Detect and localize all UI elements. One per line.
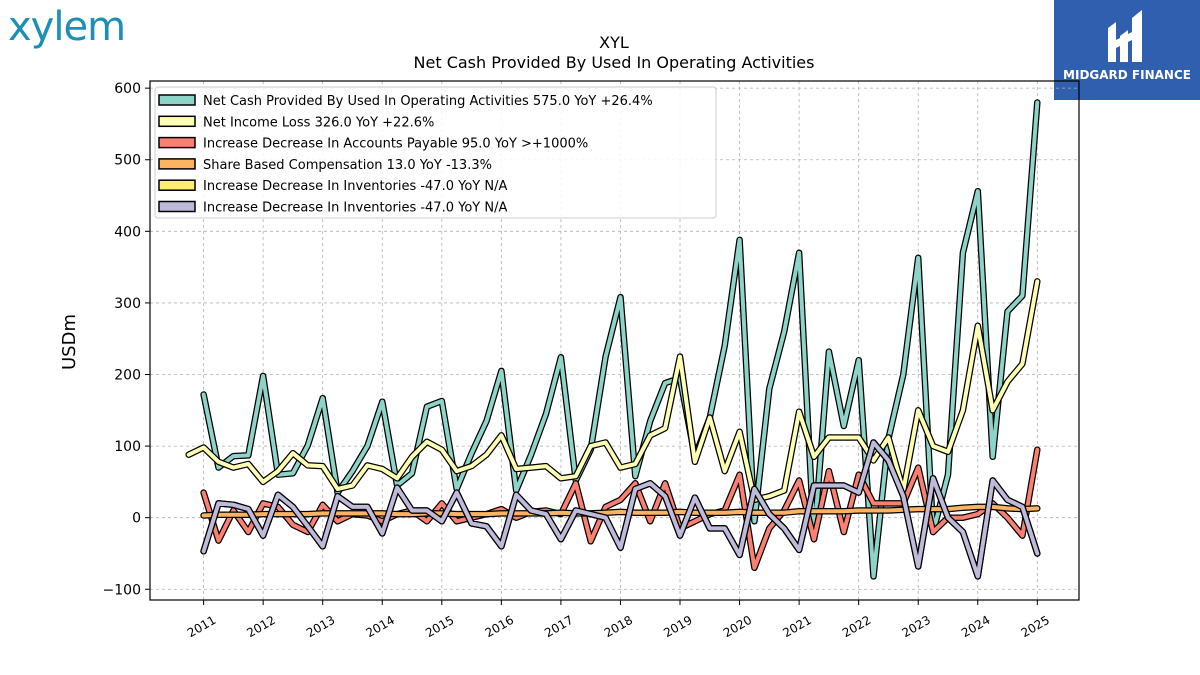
legend-box	[154, 86, 717, 219]
x-tick-label: 2025	[1019, 613, 1052, 640]
legend-entry: Net Cash Provided By Used In Operating A…	[203, 94, 653, 109]
legend: Net Cash Provided By Used In Operating A…	[154, 86, 717, 219]
y-tick-label: 400	[114, 224, 141, 240]
y-tick-label: 200	[114, 368, 141, 384]
company-logo: xylem	[8, 4, 126, 50]
x-tick-label: 2024	[959, 613, 992, 640]
legend-swatch	[158, 136, 196, 149]
legend-swatch	[158, 115, 196, 128]
legend-swatch	[158, 94, 196, 106]
plot-frame	[149, 80, 1080, 601]
x-tick-label: 2011	[185, 613, 218, 640]
series-line-1	[186, 279, 1040, 502]
y-tick-label: 600	[114, 81, 141, 97]
x-tick-label: 2018	[602, 613, 635, 640]
legend-entry: Increase Decrease In Inventories -47.0 Y…	[203, 179, 507, 194]
y-axis-label: USDm	[59, 314, 80, 370]
y-tick-label: −100	[103, 582, 141, 598]
x-tick-label: 2021	[780, 613, 813, 640]
y-tick-label: 300	[114, 296, 141, 312]
series-line-5	[201, 440, 1040, 579]
legend-entry: Increase Decrease In Accounts Payable 95…	[203, 137, 588, 152]
x-tick-label: 2020	[721, 613, 754, 640]
legend-entry: Share Based Compensation 13.0 YoY -13.3%	[203, 158, 492, 173]
chart-title: XYL	[599, 33, 629, 52]
x-tick-label: 2014	[364, 613, 397, 640]
brand-logo-icon	[1108, 10, 1142, 62]
x-tick-label: 2023	[899, 613, 932, 640]
legend-swatch	[158, 200, 196, 213]
chart-subtitle: Net Cash Provided By Used In Operating A…	[414, 53, 815, 72]
x-tick-label: 2013	[304, 613, 337, 640]
x-tick-label: 2022	[840, 613, 873, 640]
x-tick-label: 2019	[661, 613, 694, 640]
y-tick-label: 100	[114, 439, 141, 455]
brand-name: MIDGARD FINANCE	[1063, 68, 1191, 82]
series-line-2	[201, 447, 1040, 570]
legend-swatch	[158, 179, 196, 191]
y-tick-label: 500	[114, 153, 141, 169]
legend-swatch	[158, 158, 196, 170]
brand-badge: MIDGARD FINANCE	[1054, 0, 1200, 100]
y-tick-label: 0	[132, 511, 141, 527]
x-tick-label: 2017	[542, 613, 575, 640]
x-tick-label: 2015	[423, 613, 456, 640]
legend-entry: Net Income Loss 326.0 YoY +22.6%	[203, 115, 434, 130]
series-line-3	[201, 504, 1040, 518]
x-tick-label: 2016	[483, 613, 516, 640]
x-tick-label: 2012	[244, 613, 277, 640]
legend-entry: Increase Decrease In Inventories -47.0 Y…	[203, 201, 507, 216]
